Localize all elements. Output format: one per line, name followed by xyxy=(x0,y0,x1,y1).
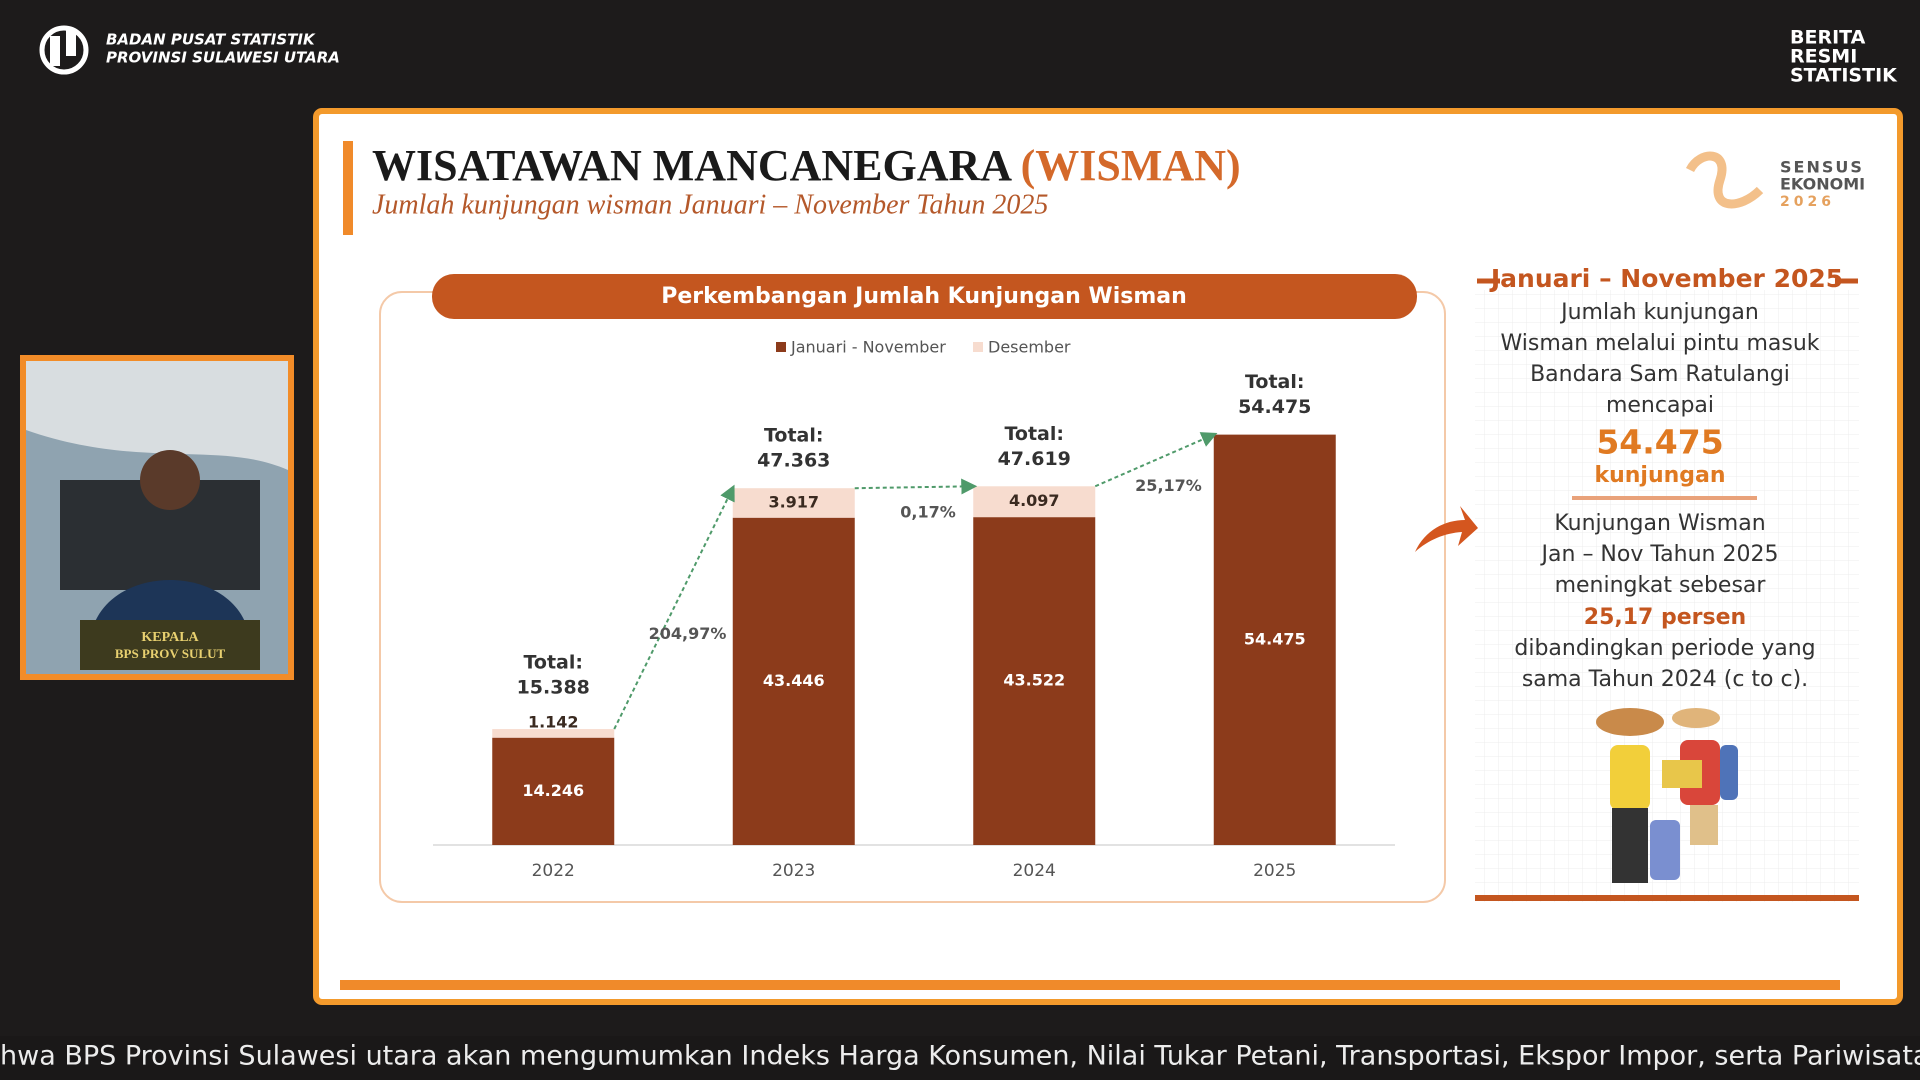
x-tick-label: 2022 xyxy=(532,861,575,881)
legend-label: Desember xyxy=(988,338,1071,357)
growth-label: 25,17% xyxy=(1135,476,1202,495)
growth-arrow xyxy=(613,484,735,730)
legend-swatch xyxy=(776,342,786,352)
org-line: PROVINSI SULAWESI UTARA xyxy=(106,49,340,67)
slide-title: WISATAWAN MANCANEGARA (WISMAN) xyxy=(372,141,1241,190)
summary-heading: Januari – November 2025 xyxy=(1489,264,1843,293)
ticker-text: hwa BPS Provinsi Sulawesi utara akan men… xyxy=(0,1041,1920,1072)
summary-bar xyxy=(1475,895,1859,901)
logo-text: EKONOMI xyxy=(1780,175,1865,194)
summary-text: Januari – November 2025 Jumlah kunjungan… xyxy=(1489,264,1843,692)
slide-bar xyxy=(340,980,1840,990)
x-tick-label: 2023 xyxy=(772,861,815,881)
summary-unit: kunjungan xyxy=(1594,463,1725,488)
bps-logo xyxy=(39,25,89,75)
travelers-illustration xyxy=(1596,708,1738,883)
summary-line: Kunjungan Wisman xyxy=(1554,511,1765,536)
value-label: 1.142 xyxy=(528,713,579,732)
value-label: 3.917 xyxy=(768,492,819,511)
value-label: 4.097 xyxy=(1009,491,1060,510)
nameplate: BPS PROV SULUT xyxy=(115,646,226,661)
x-tick-label: 2024 xyxy=(1013,861,1056,881)
total-value: 15.388 xyxy=(517,677,590,699)
slide-subtitle: Jumlah kunjungan wisman Januari – Novemb… xyxy=(372,189,1048,220)
logo-text: 2026 xyxy=(1780,194,1835,210)
value-label: 14.246 xyxy=(522,781,584,800)
growth-arrow xyxy=(1094,432,1218,488)
summary-line: dibandingkan periode yang xyxy=(1514,636,1815,661)
value-label: 43.446 xyxy=(763,671,825,690)
title-highlight: (WISMAN) xyxy=(1021,141,1241,190)
growth-arrow xyxy=(854,478,978,495)
summary-line: Jumlah kunjungan xyxy=(1559,300,1759,325)
total-label: Total: xyxy=(523,652,583,674)
summary-line: sama Tahun 2024 (c to c). xyxy=(1522,667,1808,692)
summary-line: meningkat sebesar xyxy=(1555,573,1767,598)
x-tick-label: 2025 xyxy=(1253,861,1296,881)
value-label: 43.522 xyxy=(1003,671,1065,690)
summary-panel xyxy=(1475,290,1859,902)
summary-line: Jan – Nov Tahun 2025 xyxy=(1540,542,1779,567)
value-label: 54.475 xyxy=(1244,629,1306,648)
chart: Januari - November Desember 14.246 1.142 Tot… xyxy=(433,338,1395,881)
growth-label: 204,97% xyxy=(649,624,727,643)
bar-segment xyxy=(973,517,1096,845)
total-value: 54.475 xyxy=(1238,396,1311,418)
legend-swatch xyxy=(973,342,983,352)
logo-text: SENSUS xyxy=(1780,158,1864,177)
summary-line: mencapai xyxy=(1606,393,1714,418)
total-value: 47.619 xyxy=(998,448,1071,470)
growth-label: 0,17% xyxy=(900,503,956,522)
brs-line: BERITA xyxy=(1790,27,1866,49)
total-value: 47.363 xyxy=(757,450,830,472)
bar-segment xyxy=(973,486,1096,518)
pointer-arrow xyxy=(1415,506,1478,552)
nameplate: KEPALA xyxy=(141,630,199,645)
title-main: WISATAWAN MANCANEGARA xyxy=(372,141,1012,190)
total-label: Total: xyxy=(1004,423,1064,445)
title-accent xyxy=(343,141,353,235)
bar-segment xyxy=(732,517,855,845)
summary-line: Wisman melalui pintu masuk xyxy=(1500,331,1819,356)
brs-line: RESMI xyxy=(1790,46,1857,68)
summary-highlight: 54.475 xyxy=(1596,423,1723,462)
total-label: Total: xyxy=(1245,371,1305,393)
webcam: KEPALA BPS PROV SULUT xyxy=(20,355,294,680)
brs-line: STATISTIK xyxy=(1790,65,1898,87)
total-label: Total: xyxy=(764,425,824,447)
summary-growth: 25,17 persen xyxy=(1584,605,1746,630)
org-line: BADAN PUSAT STATISTIK xyxy=(106,31,316,49)
summary-line: Bandara Sam Ratulangi xyxy=(1530,362,1790,387)
bar-segment xyxy=(1213,434,1336,845)
ticker-bar xyxy=(0,1036,1920,1080)
sensus-logo: SENSUS EKONOMI 2026 xyxy=(1685,151,1865,210)
bar-segment xyxy=(492,729,615,738)
bar-segment xyxy=(492,737,615,845)
chart-title-bar xyxy=(432,274,1417,319)
bar-segment xyxy=(732,488,855,518)
chart-title: Perkembangan Jumlah Kunjungan Wisman xyxy=(661,284,1187,309)
legend-label: Januari - November xyxy=(790,338,946,357)
summary-rule xyxy=(1572,496,1757,500)
